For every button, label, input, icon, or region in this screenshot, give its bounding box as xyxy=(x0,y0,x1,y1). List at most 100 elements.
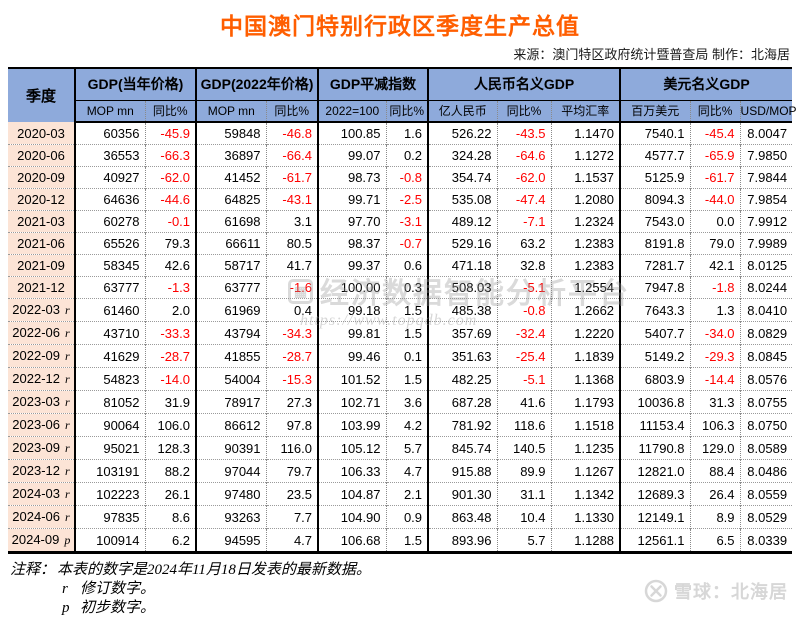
value-cell: -3.1 xyxy=(385,210,429,233)
value-cell: -47.4 xyxy=(496,188,552,211)
value-cell: 1.1288 xyxy=(550,528,621,553)
value-cell: 1.1368 xyxy=(550,367,621,391)
value-cell: 86612 xyxy=(195,413,267,437)
subheader-mop-mn-current: MOP mn xyxy=(74,100,145,123)
value-cell: -64.6 xyxy=(496,144,552,167)
value-cell: 97835 xyxy=(74,505,145,529)
table-row: 2020-06 36553 -66.3 36897 -66.4 99.07 0.2 324.2… xyxy=(8,144,793,167)
value-cell: 8.0047 xyxy=(739,122,793,145)
value-cell: 8.6 xyxy=(144,505,197,529)
quarter-cell: 2020-03 xyxy=(8,122,75,145)
value-cell: 8.9 xyxy=(689,505,741,529)
value-cell: 97.70 xyxy=(317,210,387,233)
value-cell: 0.3 xyxy=(385,276,429,299)
value-cell: 98.37 xyxy=(317,232,387,255)
note-text-p: 初步数字。 xyxy=(80,600,156,616)
table-row: 2022-06 r 43710 -33.3 43794 -34.3 99.81 1.5 357.… xyxy=(8,321,793,345)
table-row: 2021-06 65526 79.3 66611 80.5 98.37 -0.7 529.16… xyxy=(8,232,793,255)
value-cell: 12561.1 xyxy=(619,528,691,553)
value-cell: 1.2662 xyxy=(550,298,621,322)
value-cell: 79.0 xyxy=(689,232,741,255)
value-cell: 1.1793 xyxy=(550,390,621,414)
value-cell: 1.1235 xyxy=(550,436,621,460)
value-cell: -66.4 xyxy=(265,144,319,167)
value-cell: 63777 xyxy=(195,276,267,299)
value-cell: 6.5 xyxy=(689,528,741,553)
quarter-cell: 2022-09 r xyxy=(8,344,75,368)
quarter-label: 2021-09 xyxy=(17,258,65,273)
value-cell: -15.3 xyxy=(265,367,319,391)
value-cell: 12689.3 xyxy=(619,482,691,506)
value-cell: 80.5 xyxy=(265,232,319,255)
value-cell: 5407.7 xyxy=(619,321,691,345)
value-cell: 101.52 xyxy=(317,367,387,391)
value-cell: 8.0829 xyxy=(739,321,793,345)
note-main-text: 本表的数字是2024年11月18日发表的最新数据。 xyxy=(57,562,371,578)
note-label: 注释： xyxy=(10,562,56,578)
value-cell: 781.92 xyxy=(427,413,498,437)
table-row: 2024-03 r 102223 26.1 97480 23.5 104.87 2.1 901.… xyxy=(8,482,793,506)
value-cell: -45.4 xyxy=(689,122,741,145)
value-cell: 1.2080 xyxy=(550,188,621,211)
quarter-label: 2023-09 xyxy=(12,440,61,455)
value-cell: 79.3 xyxy=(144,232,197,255)
table-row: 2021-03 60278 -0.1 61698 3.1 97.70 -3.1 489.12-… xyxy=(8,210,793,233)
value-cell: -5.1 xyxy=(496,367,552,391)
value-cell: -62.0 xyxy=(496,166,552,189)
value-cell: 97044 xyxy=(195,459,267,483)
value-cell: 7.9844 xyxy=(739,166,793,189)
value-cell: -33.3 xyxy=(144,321,197,345)
quarter-label: 2024-09 xyxy=(11,532,60,547)
quarter-label: 2021-03 xyxy=(17,214,65,229)
value-cell: 41.7 xyxy=(265,254,319,277)
value-cell: 58717 xyxy=(195,254,267,277)
value-cell: 7.9850 xyxy=(739,144,793,167)
value-cell: 7947.8 xyxy=(619,276,691,299)
value-cell: 8191.8 xyxy=(619,232,691,255)
value-cell: 129.0 xyxy=(689,436,741,460)
value-cell: 105.12 xyxy=(317,436,387,460)
value-cell: 5149.2 xyxy=(619,344,691,368)
note-mark-r: r xyxy=(62,581,68,597)
value-cell: -61.7 xyxy=(265,166,319,189)
value-cell: 97.8 xyxy=(265,413,319,437)
quarter-label: 2022-03 xyxy=(12,302,61,317)
value-cell: 7.7 xyxy=(265,505,319,529)
value-cell: 351.63 xyxy=(427,344,498,368)
value-cell: 8.0125 xyxy=(739,254,793,277)
revision-mark: r xyxy=(65,303,70,317)
note-revised: r 修订数字。 xyxy=(10,580,800,599)
value-cell: 104.90 xyxy=(317,505,387,529)
revision-mark: p xyxy=(64,533,71,547)
group-header-rmb-gdp: 人民币名义GDP xyxy=(427,68,621,101)
value-cell: 106.0 xyxy=(144,413,197,437)
value-cell: 4577.7 xyxy=(619,144,691,167)
value-cell: 116.0 xyxy=(265,436,319,460)
header-group-row: 季度 GDP(当年价格) GDP(2022年价格) GDP平减指数 人民币名义G… xyxy=(8,68,793,122)
value-cell: 42.6 xyxy=(144,254,197,277)
value-cell: -0.1 xyxy=(144,210,197,233)
quarter-label: 2024-06 xyxy=(12,509,61,524)
table-row: 2024-06 r 97835 8.6 93263 7.7 104.90 0.9 863.48 1… xyxy=(8,505,793,529)
quarter-cell: 2020-06 xyxy=(8,144,75,167)
value-cell: -0.8 xyxy=(496,298,552,322)
footnotes: 注释： 本表的数字是2024年11月18日发表的最新数据。 r 修订数字。 p 初步… xyxy=(10,561,800,618)
value-cell: 106.3 xyxy=(689,413,741,437)
value-cell: 6.2 xyxy=(144,528,197,553)
value-cell: 7643.3 xyxy=(619,298,691,322)
value-cell: 1.2220 xyxy=(550,321,621,345)
value-cell: 915.88 xyxy=(427,459,498,483)
value-cell: 8.0755 xyxy=(739,390,793,414)
value-cell: 863.48 xyxy=(427,505,498,529)
value-cell: -0.8 xyxy=(385,166,429,189)
value-cell: 0.4 xyxy=(265,298,319,322)
value-cell: -2.5 xyxy=(385,188,429,211)
revision-mark: r xyxy=(65,487,70,501)
table-row: 2022-09 r 41629 -28.7 41855 -28.7 99.46 0.1 351.… xyxy=(8,344,793,368)
quarter-label: 2022-09 xyxy=(12,348,61,363)
table-row: 2020-03 60356 -45.9 59848 -46.8 100.85 1.6 526.… xyxy=(8,122,793,145)
value-cell: 31.9 xyxy=(144,390,197,414)
subheader-usd-mn: 百万美元 xyxy=(619,100,691,123)
value-cell: 100.00 xyxy=(317,276,387,299)
quarter-cell: 2024-09 p xyxy=(8,528,75,553)
